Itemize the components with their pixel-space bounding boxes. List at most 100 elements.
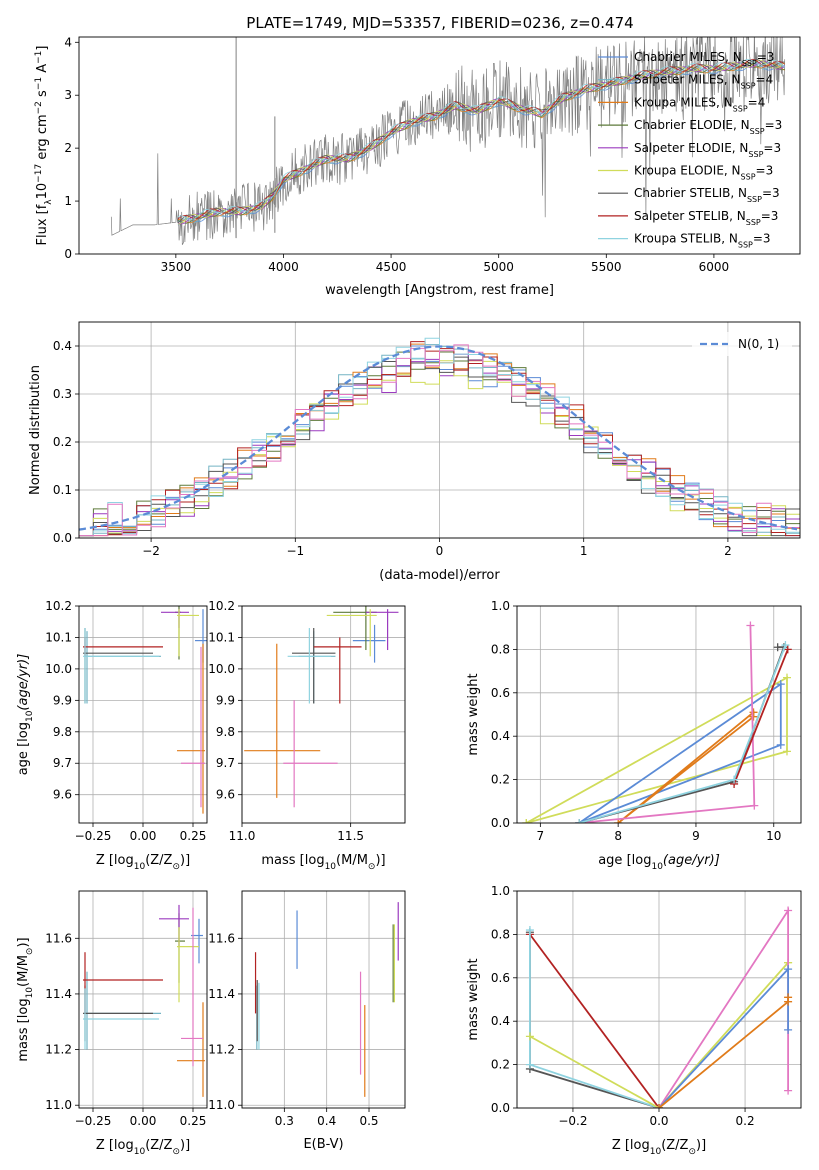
- x-tick-label: 0.2: [736, 1114, 755, 1128]
- legend-label: Chabrier STELIB, NSSP=3: [634, 186, 780, 204]
- histogram-legend-box: [692, 332, 792, 356]
- x-axis-label: (data-model)/error: [379, 568, 500, 583]
- y-tick-label: 0.1: [53, 483, 72, 497]
- errorbar-point: [326, 609, 377, 657]
- y-tick-label: 9.6: [216, 788, 235, 802]
- weight-marker: [784, 993, 793, 1002]
- errorbar-point: [283, 700, 338, 808]
- y-tick-label: 0.6: [491, 686, 510, 700]
- x-axis-label: Z [log10(Z/Z⊙)]: [612, 1138, 706, 1157]
- weight-marker: [784, 1025, 793, 1034]
- x-tick-label: −2: [142, 544, 160, 558]
- errorbar-point: [83, 628, 153, 704]
- weight-line: [733, 649, 789, 785]
- x-axis-label: wavelength [Angstrom, rest frame]: [325, 283, 554, 298]
- y-tick-label: 9.9: [53, 693, 72, 707]
- y-tick-label: 0: [64, 247, 72, 261]
- x-tick-label: 11.5: [337, 829, 364, 843]
- plot-area: [244, 606, 399, 808]
- y-tick-label: 0.0: [491, 1101, 510, 1115]
- y-tick-label: 0.2: [53, 435, 72, 449]
- weight-marker: [784, 906, 793, 915]
- x-tick-label: 0.4: [317, 1114, 336, 1128]
- y-tick-label: 1.0: [491, 884, 510, 898]
- errorbar-point: [244, 643, 321, 798]
- x-tick-label: 4500: [376, 260, 407, 274]
- errorbar-point: [85, 971, 161, 1050]
- errorbar-point: [287, 628, 332, 704]
- errorbar-point: [177, 1002, 205, 1097]
- x-tick-label: 0.25: [180, 1114, 207, 1128]
- errorbar-point: [352, 624, 386, 663]
- errorbar-point: [177, 643, 205, 814]
- panel-age-vs-mass: 11.0 11.5 9.6 9.7 9.8 9.9 10.0 10.1 10.2 mass [lo…: [208, 599, 406, 872]
- y-tick-label: 11.6: [208, 931, 235, 945]
- plot-area: [525, 906, 793, 1108]
- histogram-step: [79, 356, 800, 537]
- x-axis-label: mass [log10(M/M⊙)]: [261, 853, 385, 872]
- y-tick-label: 11.2: [208, 1043, 235, 1057]
- y-tick-label: 10.0: [208, 662, 235, 676]
- y-tick-label: 9.7: [53, 756, 72, 770]
- y-tick-label: 11.0: [208, 1098, 235, 1112]
- errorbar-point: [181, 646, 205, 808]
- errorbar-point: [83, 988, 159, 1050]
- y-tick-label: 0.4: [53, 339, 72, 353]
- weight-marker: [784, 1086, 793, 1095]
- y-tick-label: 10.0: [45, 662, 72, 676]
- axes-frame: [78, 36, 801, 255]
- y-axis-label: Flux [fλ10−17 erg cm−2 s−1 A−1]: [34, 46, 54, 246]
- y-tick-label: 10.2: [45, 599, 72, 613]
- weight-marker: [750, 801, 759, 810]
- y-tick-label: 11.2: [45, 1043, 72, 1057]
- axes-frame: [516, 605, 802, 824]
- model-spectrum-line: [177, 58, 786, 220]
- y-tick-label: 0.2: [491, 773, 510, 787]
- weight-marker: [730, 775, 739, 784]
- errorbar-point: [298, 631, 336, 704]
- errorbar-point: [175, 606, 181, 660]
- axes-frame: [241, 890, 406, 1109]
- panel-age-vs-Z: −0.25 0.00 0.25 9.6 9.7 9.8 9.9 10.0 10.1 10.2 Z […: [16, 599, 208, 872]
- axes-frame: [78, 321, 801, 539]
- y-tick-label: 11.0: [45, 1098, 72, 1112]
- panel-mass-vs-Z: −0.25 0.00 0.25 11.0 11.2 11.4 11.6 Z [log10(Z/…: [16, 890, 208, 1157]
- y-axis-label: mass weight: [466, 958, 481, 1040]
- weight-marker: [746, 621, 755, 630]
- plot-area: [83, 904, 205, 1097]
- y-tick-label: 4: [64, 35, 72, 49]
- weight-marker: [782, 673, 791, 682]
- weight-marker: [781, 641, 790, 650]
- y-tick-label: 1: [64, 194, 72, 208]
- errorbar-point: [181, 907, 203, 1067]
- weight-marker: [525, 926, 534, 935]
- y-tick-label: 10.1: [45, 630, 72, 644]
- weight-marker: [784, 965, 793, 974]
- x-axis-label: E(B-V): [303, 1137, 343, 1152]
- weight-line: [578, 682, 782, 823]
- weight-line: [529, 962, 789, 1108]
- x-tick-label: 11.0: [229, 829, 256, 843]
- histogram-legend-label: N(0, 1): [738, 337, 779, 351]
- x-tick-label: 0.00: [130, 829, 157, 843]
- y-tick-label: 9.9: [216, 693, 235, 707]
- spectrum-legend: Chabrier MILES, NSSP=3 Salpeter MILES, NS…: [598, 50, 782, 249]
- model-spectrum-line: [177, 60, 786, 225]
- weight-marker: [783, 645, 792, 654]
- legend-label: Kroupa STELIB, NSSP=3: [634, 232, 771, 250]
- x-tick-label: 0.25: [180, 829, 207, 843]
- weight-line: [579, 625, 756, 823]
- y-axis-label: mass [log10(M/M⊙)]: [16, 937, 35, 1061]
- x-tick-label: −0.25: [75, 829, 112, 843]
- y-axis-label: age [log10(age/yr)]: [16, 654, 35, 776]
- x-tick-label: 0.00: [130, 1114, 157, 1128]
- y-tick-label: 0.3: [53, 387, 72, 401]
- y-tick-label: 0.4: [491, 1014, 510, 1028]
- x-tick-label: −0.25: [75, 1114, 112, 1128]
- panel-weight-vs-age: 7 8 9 10 0.0 0.2 0.4 0.6 0.8 1.0 age [log10(age/yr…: [466, 599, 802, 872]
- y-tick-label: 11.6: [45, 931, 72, 945]
- y-tick-label: 0.0: [53, 531, 72, 545]
- y-tick-label: 0.8: [491, 927, 510, 941]
- x-axis-label: age [log10(age/yr)]: [598, 853, 720, 872]
- panel-spectrum: 3500 4000 4500 5000 5500 6000 0 1 2 3 4 wavelength …: [34, 35, 801, 298]
